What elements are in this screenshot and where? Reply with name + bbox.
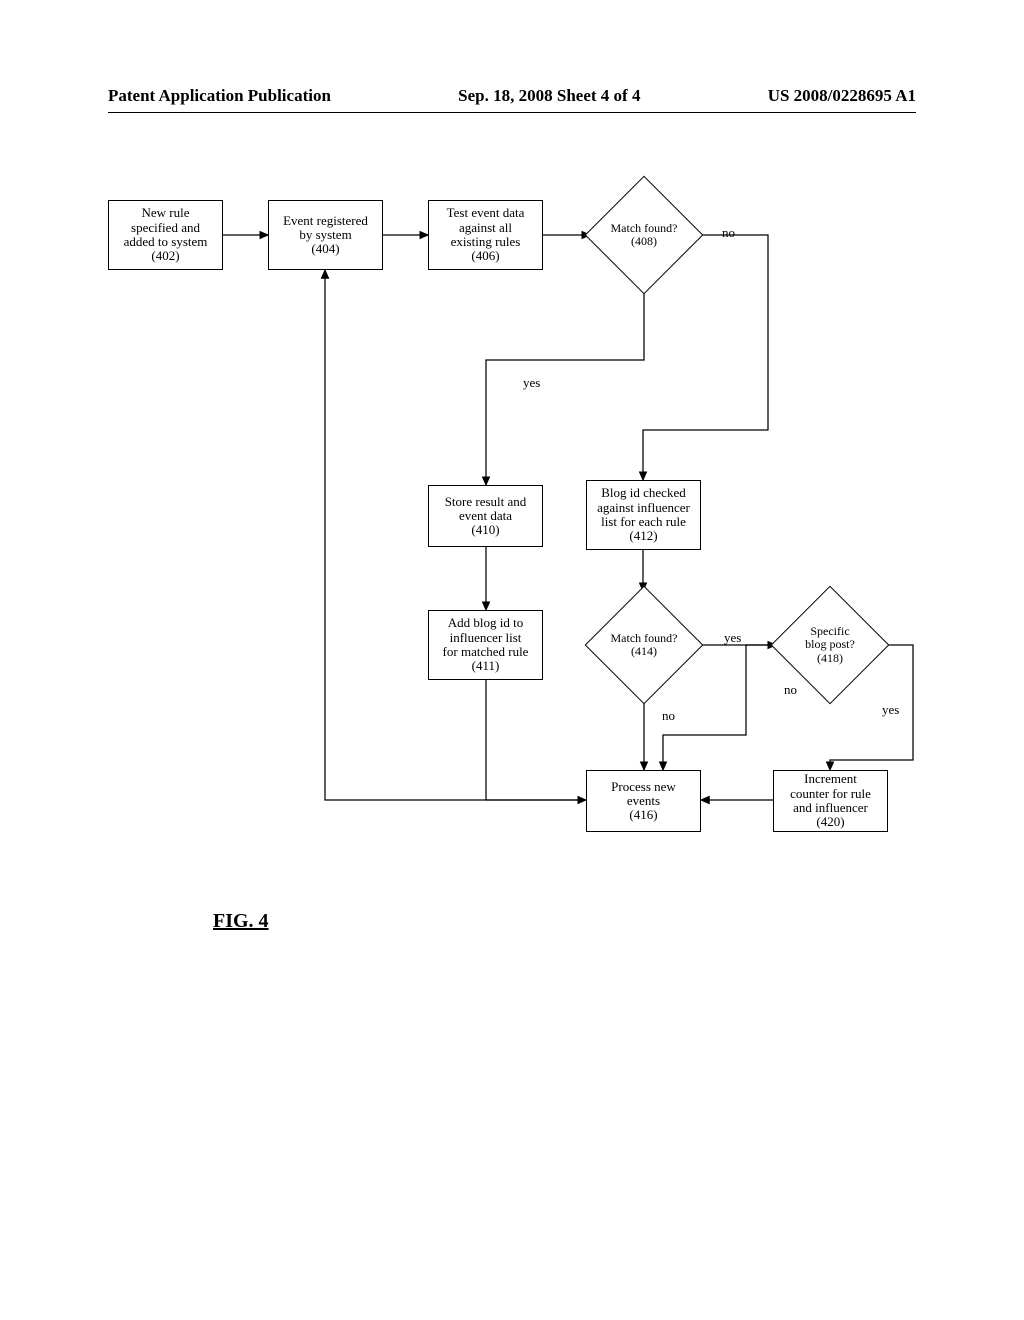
edge-label: no	[662, 708, 675, 724]
header-center: Sep. 18, 2008 Sheet 4 of 4	[458, 86, 640, 106]
header-right: US 2008/0228695 A1	[768, 86, 916, 106]
edge-label: no	[784, 682, 797, 698]
page-header: Patent Application Publication Sep. 18, …	[0, 86, 1024, 106]
flow-node-n411: Add blog id toinfluencer listfor matched…	[428, 610, 543, 680]
flow-node-n410: Store result andevent data(410)	[428, 485, 543, 547]
edge-label: yes	[882, 702, 899, 718]
header-rule	[108, 112, 916, 113]
edge-label: no	[722, 225, 735, 241]
flow-node-n420: Incrementcounter for ruleand influencer(…	[773, 770, 888, 832]
flow-decision-d414: Match found?(414)	[602, 603, 686, 687]
flow-node-n404: Event registeredby system(404)	[268, 200, 383, 270]
flow-node-n406: Test event dataagainst allexisting rules…	[428, 200, 543, 270]
edge-label: yes	[523, 375, 540, 391]
flow-decision-d418: Specificblog post?(418)	[788, 603, 872, 687]
flow-node-n402: New rulespecified andadded to system(402…	[108, 200, 223, 270]
flow-node-n412: Blog id checkedagainst influencerlist fo…	[586, 480, 701, 550]
header-left: Patent Application Publication	[108, 86, 331, 106]
figure-label: FIG. 4	[213, 910, 269, 933]
edge-label: yes	[724, 630, 741, 646]
flow-decision-d408: Match found?(408)	[602, 193, 686, 277]
figure-area: FIG. 4 New rulespecified andadded to sys…	[108, 180, 916, 1180]
flow-node-n416: Process newevents(416)	[586, 770, 701, 832]
